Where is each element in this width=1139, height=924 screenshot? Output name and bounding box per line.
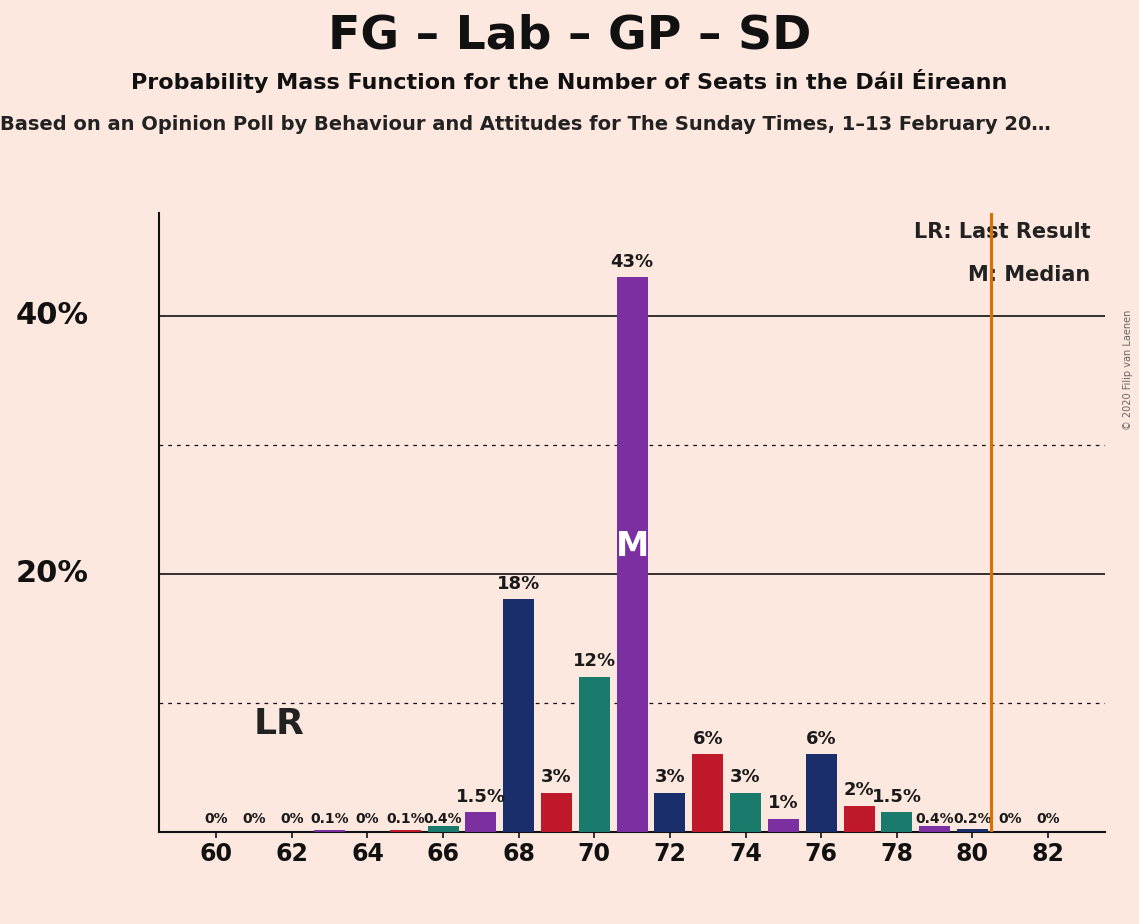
Text: 0%: 0%	[243, 812, 265, 826]
Text: 43%: 43%	[611, 252, 654, 271]
Text: 20%: 20%	[16, 559, 89, 589]
Text: © 2020 Filip van Laenen: © 2020 Filip van Laenen	[1123, 310, 1133, 430]
Text: LR: LR	[254, 707, 305, 741]
Bar	[768, 819, 798, 832]
Text: 0%: 0%	[280, 812, 304, 826]
Text: 6%: 6%	[806, 730, 836, 748]
Text: FG – Lab – GP – SD: FG – Lab – GP – SD	[328, 14, 811, 59]
Text: LR: Last Result: LR: Last Result	[913, 222, 1091, 242]
Text: 0.1%: 0.1%	[386, 812, 425, 826]
Text: 3%: 3%	[730, 769, 761, 786]
Bar	[957, 829, 988, 832]
Text: M: Median: M: Median	[968, 265, 1091, 286]
Text: 2%: 2%	[844, 782, 875, 799]
Text: 3%: 3%	[655, 769, 686, 786]
Bar	[466, 812, 497, 832]
Text: 0.4%: 0.4%	[424, 812, 462, 826]
Text: M: M	[615, 530, 649, 564]
Text: Based on an Opinion Poll by Behaviour and Attitudes for The Sunday Times, 1–13 F: Based on an Opinion Poll by Behaviour an…	[0, 116, 1051, 135]
Bar	[427, 826, 459, 832]
Text: 12%: 12%	[573, 652, 616, 671]
Text: 1%: 1%	[768, 795, 798, 812]
Text: 0%: 0%	[999, 812, 1022, 826]
Bar	[503, 600, 534, 832]
Bar	[805, 754, 837, 832]
Bar	[882, 812, 912, 832]
Text: 0%: 0%	[1036, 812, 1060, 826]
Text: 6%: 6%	[693, 730, 723, 748]
Bar	[541, 793, 572, 832]
Text: 40%: 40%	[16, 301, 89, 330]
Text: 0%: 0%	[204, 812, 228, 826]
Bar	[919, 826, 950, 832]
Text: 1.5%: 1.5%	[456, 788, 506, 806]
Text: 0.1%: 0.1%	[310, 812, 349, 826]
Text: 18%: 18%	[497, 575, 540, 593]
Text: 0%: 0%	[355, 812, 379, 826]
Bar	[693, 754, 723, 832]
Bar	[579, 676, 609, 832]
Bar	[314, 831, 345, 832]
Text: 0.2%: 0.2%	[953, 812, 992, 826]
Bar	[655, 793, 686, 832]
Bar	[730, 793, 761, 832]
Bar	[844, 806, 875, 832]
Text: Probability Mass Function for the Number of Seats in the Dáil Éireann: Probability Mass Function for the Number…	[131, 69, 1008, 93]
Bar	[390, 831, 420, 832]
Bar	[616, 277, 648, 832]
Text: 1.5%: 1.5%	[871, 788, 921, 806]
Text: 3%: 3%	[541, 769, 572, 786]
Text: 0.4%: 0.4%	[916, 812, 954, 826]
